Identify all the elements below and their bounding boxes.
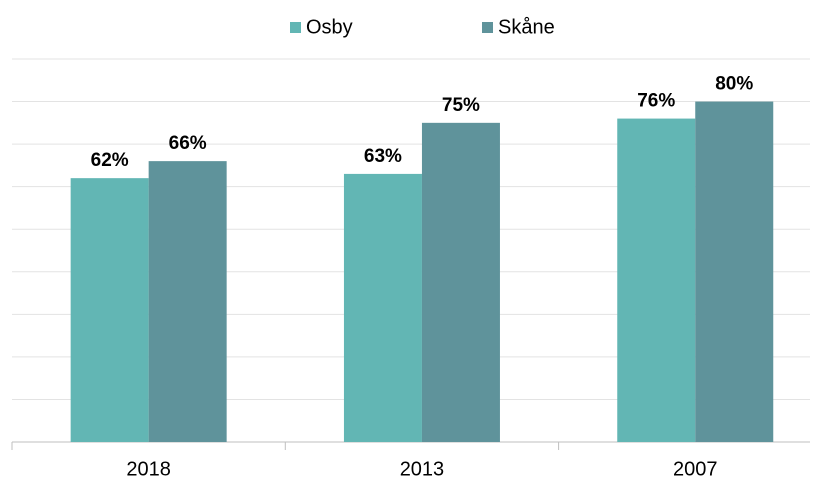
data-label: 63%: [364, 146, 402, 167]
bar: [343, 173, 422, 442]
data-label: 80%: [715, 74, 753, 95]
data-label: 76%: [637, 91, 675, 112]
x-tick-label: 2013: [400, 458, 445, 480]
data-label: 66%: [169, 133, 207, 154]
bar: [695, 101, 774, 443]
bar: [70, 178, 149, 442]
bar: [148, 161, 227, 442]
data-label: 62%: [91, 150, 129, 171]
x-tick-label: 2018: [126, 458, 171, 480]
bar: [617, 118, 696, 443]
legend-swatch: [290, 22, 301, 33]
legend-swatch: [482, 22, 493, 33]
bar: [421, 122, 500, 442]
data-label: 75%: [442, 95, 480, 116]
legend-label: Osby: [306, 16, 353, 38]
x-tick-label: 2007: [673, 458, 718, 480]
legend-label: Skåne: [498, 16, 555, 38]
